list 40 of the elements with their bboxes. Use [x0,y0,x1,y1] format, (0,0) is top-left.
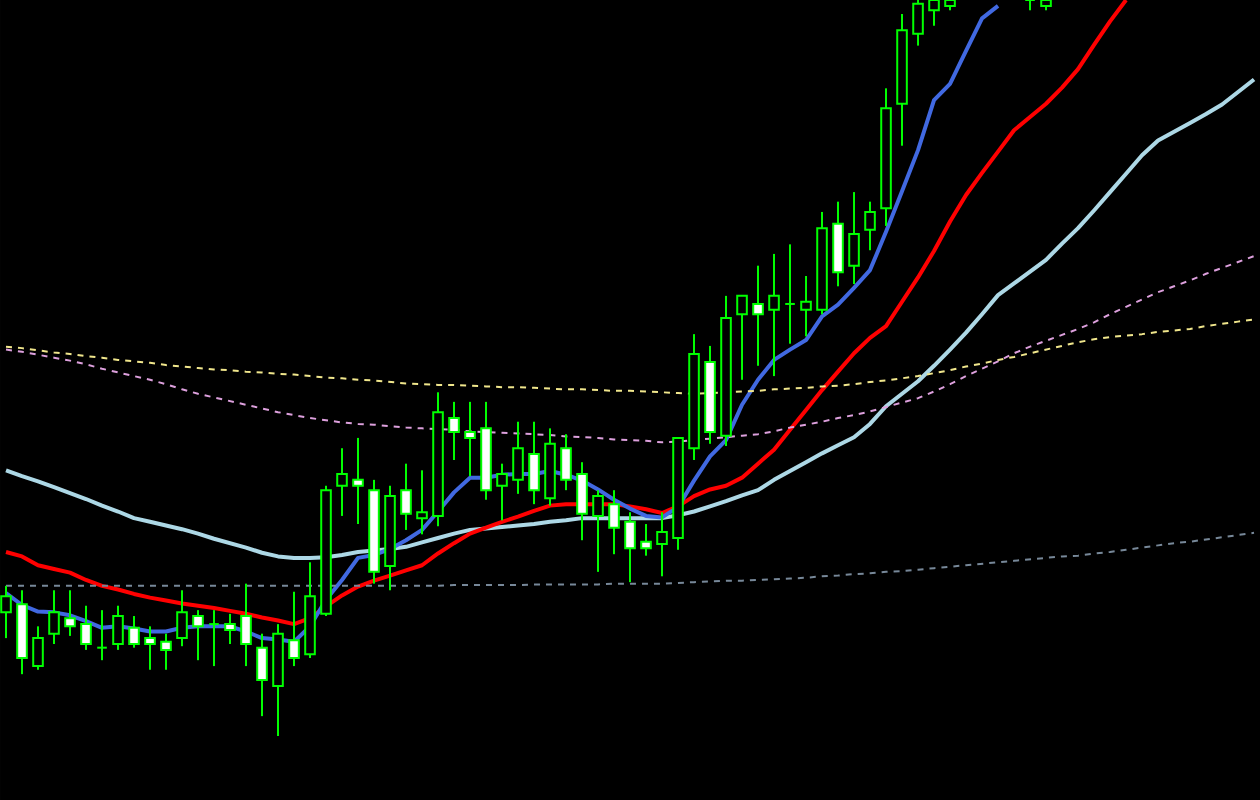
candlestick [768,252,780,378]
candlestick [224,612,236,645]
candlestick [640,523,652,557]
candlestick [80,604,92,651]
candlestick [752,264,764,367]
candlestick [848,191,860,286]
candlestick [192,609,204,662]
candlestick [128,615,140,649]
candlestick [448,400,460,461]
candlestick [288,590,300,668]
candlestick [336,447,348,517]
candlestick [528,420,540,506]
candlestick [144,625,156,671]
candlestick [624,511,636,584]
candlestick [1024,0,1036,12]
candlestick [800,274,812,338]
candlestick [608,489,620,556]
candlestick [352,436,364,526]
candlestick [400,462,412,531]
candlestick [240,582,252,668]
candlestick [112,604,124,651]
candlestick [560,433,572,492]
candlestick [32,625,44,671]
candlestick [176,589,188,648]
candlestick [256,632,268,718]
candlestick [208,609,220,668]
candlestick [416,469,428,536]
candlestick [464,400,476,478]
candlestick [864,200,876,252]
candlestick [784,243,796,345]
candlestick [496,462,508,522]
candlestick [592,489,604,573]
candlestick [736,294,748,381]
candlestick [48,589,60,645]
candlestick [64,589,76,637]
candlestick [96,609,108,662]
candlestick [160,632,172,671]
candlestick [512,420,524,495]
candlestick [576,461,588,542]
candlestick [656,511,668,578]
